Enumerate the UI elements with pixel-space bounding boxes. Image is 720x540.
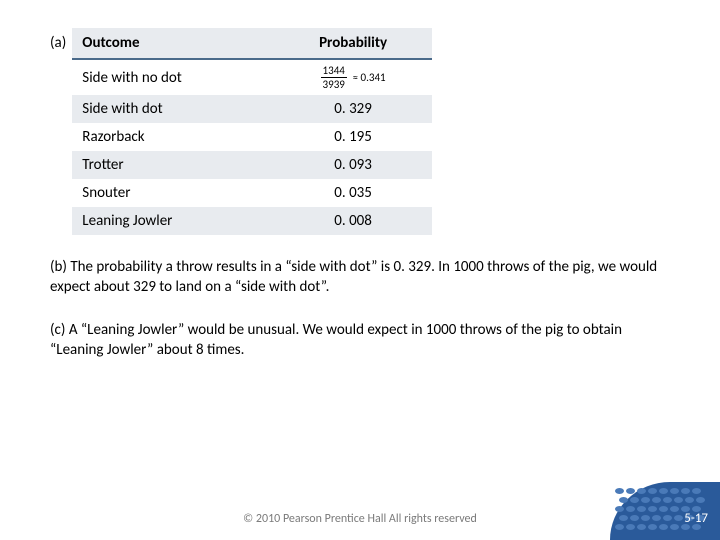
table-row: Leaning Jowler 0. 008 xyxy=(72,207,432,235)
cell-probability: 1344 3939 ≈ 0.341 xyxy=(274,59,432,95)
cell-probability: 0. 195 xyxy=(274,123,432,151)
cell-probability: 0. 035 xyxy=(274,179,432,207)
part-b-text: (b) The probability a throw results in a… xyxy=(50,257,670,298)
table-row: Snouter 0. 035 xyxy=(72,179,432,207)
cell-probability: 0. 093 xyxy=(274,151,432,179)
cell-outcome: Razorback xyxy=(72,123,274,151)
cell-outcome: Leaning Jowler xyxy=(72,207,274,235)
header-probability: Probability xyxy=(274,28,432,59)
header-outcome: Outcome xyxy=(72,28,274,59)
slide-content: (a) Outcome Probability Side with no dot… xyxy=(0,0,720,360)
cell-outcome: Trotter xyxy=(72,151,274,179)
cell-outcome: Snouter xyxy=(72,179,274,207)
cell-outcome: Side with no dot xyxy=(72,59,274,95)
table-row: Razorback 0. 195 xyxy=(72,123,432,151)
part-a: (a) Outcome Probability Side with no dot… xyxy=(50,28,670,235)
table-row: Side with dot 0. 329 xyxy=(72,95,432,123)
cell-probability: 0. 329 xyxy=(274,95,432,123)
table-row: Trotter 0. 093 xyxy=(72,151,432,179)
page-number: 5-17 xyxy=(684,511,708,526)
fraction: 1344 3939 xyxy=(321,65,347,90)
part-c-text: (c) A “Leaning Jowler” would be unusual.… xyxy=(50,320,670,361)
cell-probability: 0. 008 xyxy=(274,207,432,235)
cell-outcome: Side with dot xyxy=(72,95,274,123)
table-row: Side with no dot 1344 3939 ≈ 0.341 xyxy=(72,59,432,95)
probability-table: Outcome Probability Side with no dot 134… xyxy=(72,28,432,235)
part-a-label: (a) xyxy=(50,28,66,52)
